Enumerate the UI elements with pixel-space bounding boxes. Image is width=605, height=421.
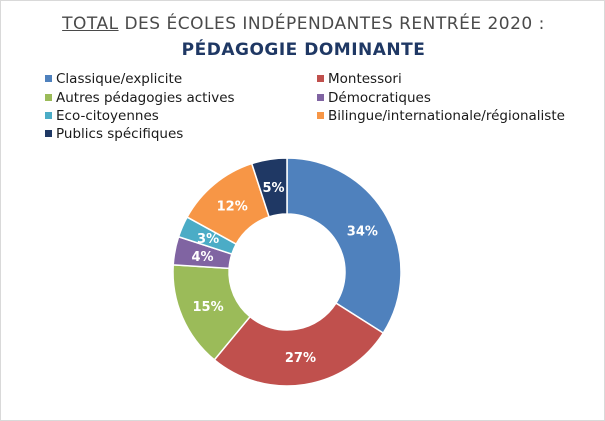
legend-swatch: [317, 112, 324, 119]
chart-title-prefix: TOTAL: [62, 14, 119, 34]
legend-item-montessori: Montessori: [317, 71, 402, 87]
legend-label: Démocratiques: [328, 90, 431, 106]
chart-title-rest: DES ÉCOLES INDÉPENDANTES RENTRÉE 2020 :: [118, 14, 545, 34]
chart-legend: Classique/explicite Montessori Autres pé…: [1, 71, 605, 145]
donut-slices: [172, 157, 402, 387]
legend-label: Autres pédagogies actives: [56, 90, 235, 106]
legend-swatch: [45, 130, 52, 137]
legend-item-publics-specifiques: Publics spécifiques: [45, 126, 183, 142]
donut-slice-classique: [286, 157, 402, 335]
chart-subtitle: PÉDAGOGIE DOMINANTE: [181, 40, 426, 60]
data-label-publics-specifiques: 5%: [263, 181, 285, 196]
legend-label: Classique/explicite: [56, 71, 183, 87]
donut-slice-montessori: [213, 302, 385, 387]
data-label-autres-pedagogies: 15%: [193, 300, 224, 315]
data-label-bilingue: 12%: [217, 200, 248, 215]
legend-item-democratiques: Démocratiques: [317, 90, 431, 106]
legend-swatch: [45, 94, 52, 101]
donut-labels: 34% 27% 15% 4% 3% 12% 5%: [191, 181, 377, 366]
legend-label: Eco-citoyennes: [56, 108, 159, 124]
legend-label: Publics spécifiques: [56, 126, 184, 142]
legend-label: Montessori: [328, 71, 402, 87]
donut-slice-publics-specifiques: [250, 157, 288, 218]
legend-swatch: [317, 94, 324, 101]
legend-item-bilingue: Bilingue/internationale/régionaliste: [317, 108, 565, 124]
legend-swatch: [45, 75, 52, 82]
data-label-classique: 34%: [347, 225, 378, 240]
legend-item-autres-pedagogies: Autres pédagogies actives: [45, 90, 235, 106]
legend-label: Bilingue/internationale/régionaliste: [328, 108, 565, 124]
data-label-montessori: 27%: [285, 351, 316, 366]
data-label-democratiques: 4%: [191, 250, 213, 265]
legend-swatch: [45, 112, 52, 119]
legend-item-classique: Classique/explicite: [45, 71, 182, 87]
legend-item-eco-citoyennes: Eco-citoyennes: [45, 108, 159, 124]
data-label-eco-citoyennes: 3%: [197, 232, 219, 247]
chart-title: TOTAL DES ÉCOLES INDÉPENDANTES RENTRÉE 2…: [1, 14, 605, 34]
legend-swatch: [317, 75, 324, 82]
